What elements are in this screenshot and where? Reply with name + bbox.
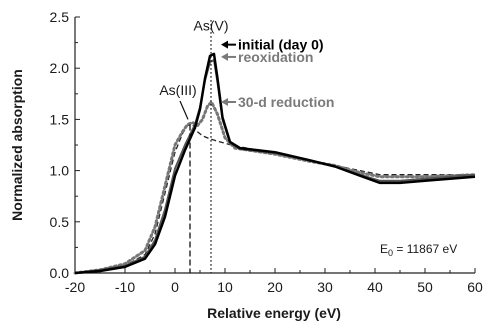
series-group [73, 52, 477, 275]
axes: -20 -10 0 10 20 30 40 50 60 0.0 0.5 1.0 1.5 2.0 2.5 [50, 9, 483, 295]
y-axis-title: Normalized absorption [9, 69, 25, 221]
legend-arrow-head [221, 52, 228, 61]
y-tick-label: 0.5 [50, 214, 70, 230]
x-tick-label: -20 [65, 279, 85, 295]
as5-label: As(V) [194, 17, 229, 33]
x-tick-label: 20 [267, 279, 283, 295]
series-line-1 [74, 52, 476, 275]
x-axis-title: Relative energy (eV) [207, 305, 341, 321]
x-tick-label: 10 [217, 279, 233, 295]
legend-label-3: 30-d reduction [238, 94, 334, 110]
series-line-4 [74, 123, 475, 274]
e0-label: E0 = 11867 eV [380, 242, 457, 258]
as3-pointer [179, 100, 189, 120]
x-tick-label: -10 [115, 279, 135, 295]
reference-lines [189, 20, 212, 273]
as3-label: As(III) [159, 82, 196, 98]
x-tick-label: 60 [467, 279, 483, 295]
x-tick-label: 50 [417, 279, 433, 295]
y-tick-label: 0.0 [50, 265, 70, 281]
series-line-3 [73, 100, 477, 275]
y-tick-label: 1.0 [50, 163, 70, 179]
y-tick-label: 1.5 [50, 111, 70, 127]
legend-label-1: initial (day 0) [238, 37, 324, 53]
legend-label-2: reoxidation [238, 49, 313, 65]
y-tick-label: 2.5 [50, 9, 70, 25]
legend-arrow-head [221, 40, 228, 49]
x-tick-label: 40 [367, 279, 383, 295]
x-tick-label: 0 [171, 279, 179, 295]
y-tick-label: 2.0 [50, 60, 70, 76]
x-tick-label: 30 [317, 279, 333, 295]
annotations: As(III) As(V) initial (day 0)reoxidation 30… [159, 17, 334, 120]
legend-arrow-head [221, 97, 228, 106]
